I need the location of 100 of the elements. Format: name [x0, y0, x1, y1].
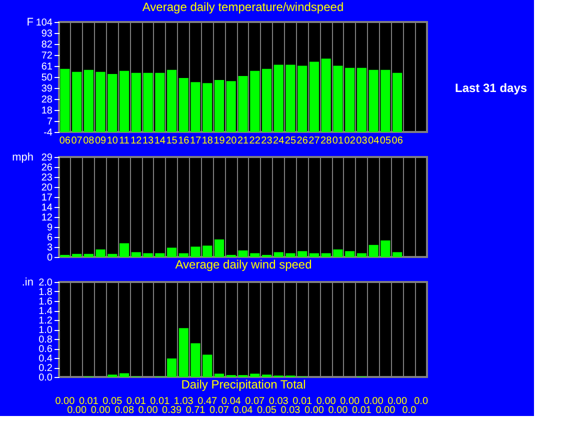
y-tick-label: 26: [41, 162, 53, 174]
y-tick-label: 82: [41, 40, 53, 50]
y-tick-label: 6: [46, 232, 53, 244]
bar: [214, 80, 224, 132]
bar: [392, 252, 402, 257]
x-tick-label: 06: [59, 136, 71, 146]
x-tick-label: 05: [380, 136, 392, 146]
x-tick-label: 25: [284, 136, 296, 146]
y-tick-label: 29: [41, 152, 53, 164]
bar: [250, 253, 260, 257]
y-tick-label: 23: [41, 172, 53, 184]
data-label: 0.01: [78, 396, 99, 407]
bar: [333, 66, 343, 132]
x-tick-label: 20: [226, 136, 238, 146]
data-label: 0.08: [114, 405, 134, 416]
bar: [345, 68, 355, 132]
y-tick-label: 18: [41, 106, 53, 116]
y-tick-label: 1.4: [38, 306, 53, 317]
data-label: 0.07: [210, 405, 230, 416]
bar: [155, 72, 165, 132]
bar: [321, 253, 331, 257]
x-tick-label: 01: [332, 136, 344, 146]
y-tick-label: 1.2: [38, 316, 53, 326]
bar: [238, 250, 248, 257]
bar: [321, 58, 331, 132]
x-tick-label: 27: [308, 136, 320, 146]
y-tick-label: 2.0: [38, 278, 53, 288]
data-label: 0.05: [102, 396, 123, 407]
data-label: 0.00: [138, 405, 158, 416]
bar: [202, 354, 212, 377]
x-axis-title: Daily Precipitation Total: [181, 378, 306, 392]
y-tick-label: 72: [41, 50, 53, 62]
bar: [155, 253, 165, 257]
y-tick-label: 0.6: [38, 344, 53, 355]
bar: [167, 358, 177, 377]
bar: [120, 243, 130, 257]
bar: [72, 72, 82, 132]
bar: [72, 254, 82, 257]
bar: [190, 82, 200, 132]
bar: [131, 252, 141, 257]
bar: [309, 62, 319, 132]
bar: [60, 68, 70, 132]
bar: [392, 72, 402, 132]
x-tick-label: 28: [320, 136, 332, 146]
bar: [380, 70, 390, 132]
y-tick-label: 17: [41, 192, 53, 204]
y-tick-label: 61: [41, 62, 53, 72]
data-label: 0.0: [414, 396, 428, 407]
bar: [167, 248, 177, 257]
x-tick-label: 14: [154, 136, 166, 146]
x-axis-title: Average daily wind speed: [175, 258, 312, 272]
y-axis-title: .in: [22, 276, 34, 288]
bar: [143, 72, 153, 132]
bar: [84, 70, 94, 132]
x-tick-label: 17: [190, 136, 202, 146]
bar: [108, 254, 118, 257]
data-label: 0.0: [402, 405, 417, 416]
bar: [120, 70, 130, 132]
y-tick-label: 50: [41, 72, 53, 84]
bar: [238, 76, 248, 132]
bar: [250, 70, 260, 132]
bar: [214, 374, 224, 377]
y-tick-label: 1.6: [38, 296, 53, 308]
y-axis-title: mph: [12, 152, 34, 164]
data-label: 0.00: [67, 405, 87, 416]
x-tick-label: 03: [356, 136, 368, 146]
x-tick-label: 02: [344, 136, 356, 146]
bar: [214, 239, 224, 257]
bar: [202, 246, 212, 257]
bar: [286, 64, 296, 132]
bar: [356, 253, 366, 257]
data-label: 0.01: [352, 405, 372, 416]
x-tick-label: 08: [83, 136, 95, 146]
bar: [274, 252, 284, 257]
bar: [286, 253, 296, 257]
x-tick-label: 12: [130, 136, 142, 146]
data-label: 0.00: [90, 405, 111, 416]
data-label: 0.03: [268, 396, 289, 407]
bar: [226, 81, 236, 132]
data-label: 0.04: [221, 396, 242, 407]
y-tick-label: 0.8: [38, 334, 53, 346]
x-tick-label: 19: [214, 136, 226, 146]
x-tick-label: 07: [71, 136, 83, 146]
x-tick-label: 15: [166, 136, 178, 146]
bar: [274, 64, 284, 132]
x-tick-label: 22: [249, 136, 261, 146]
chart-title: Average daily temperature/windspeed: [142, 0, 344, 14]
y-tick-label: 9: [46, 222, 53, 234]
y-tick-label: 93: [41, 28, 53, 40]
y-tick-label: 20: [41, 182, 53, 194]
bar: [380, 240, 390, 257]
y-tick-label: 0: [46, 252, 53, 264]
y-tick-label: -4: [44, 128, 53, 138]
data-label: 0.00: [328, 405, 348, 416]
bar: [190, 246, 200, 257]
y-axis-title: F: [26, 16, 34, 28]
data-label: 1.03: [174, 396, 194, 407]
x-tick-label: 10: [106, 136, 118, 146]
y-tick-label: 0.4: [38, 354, 53, 364]
data-label: 0.00: [316, 396, 336, 407]
